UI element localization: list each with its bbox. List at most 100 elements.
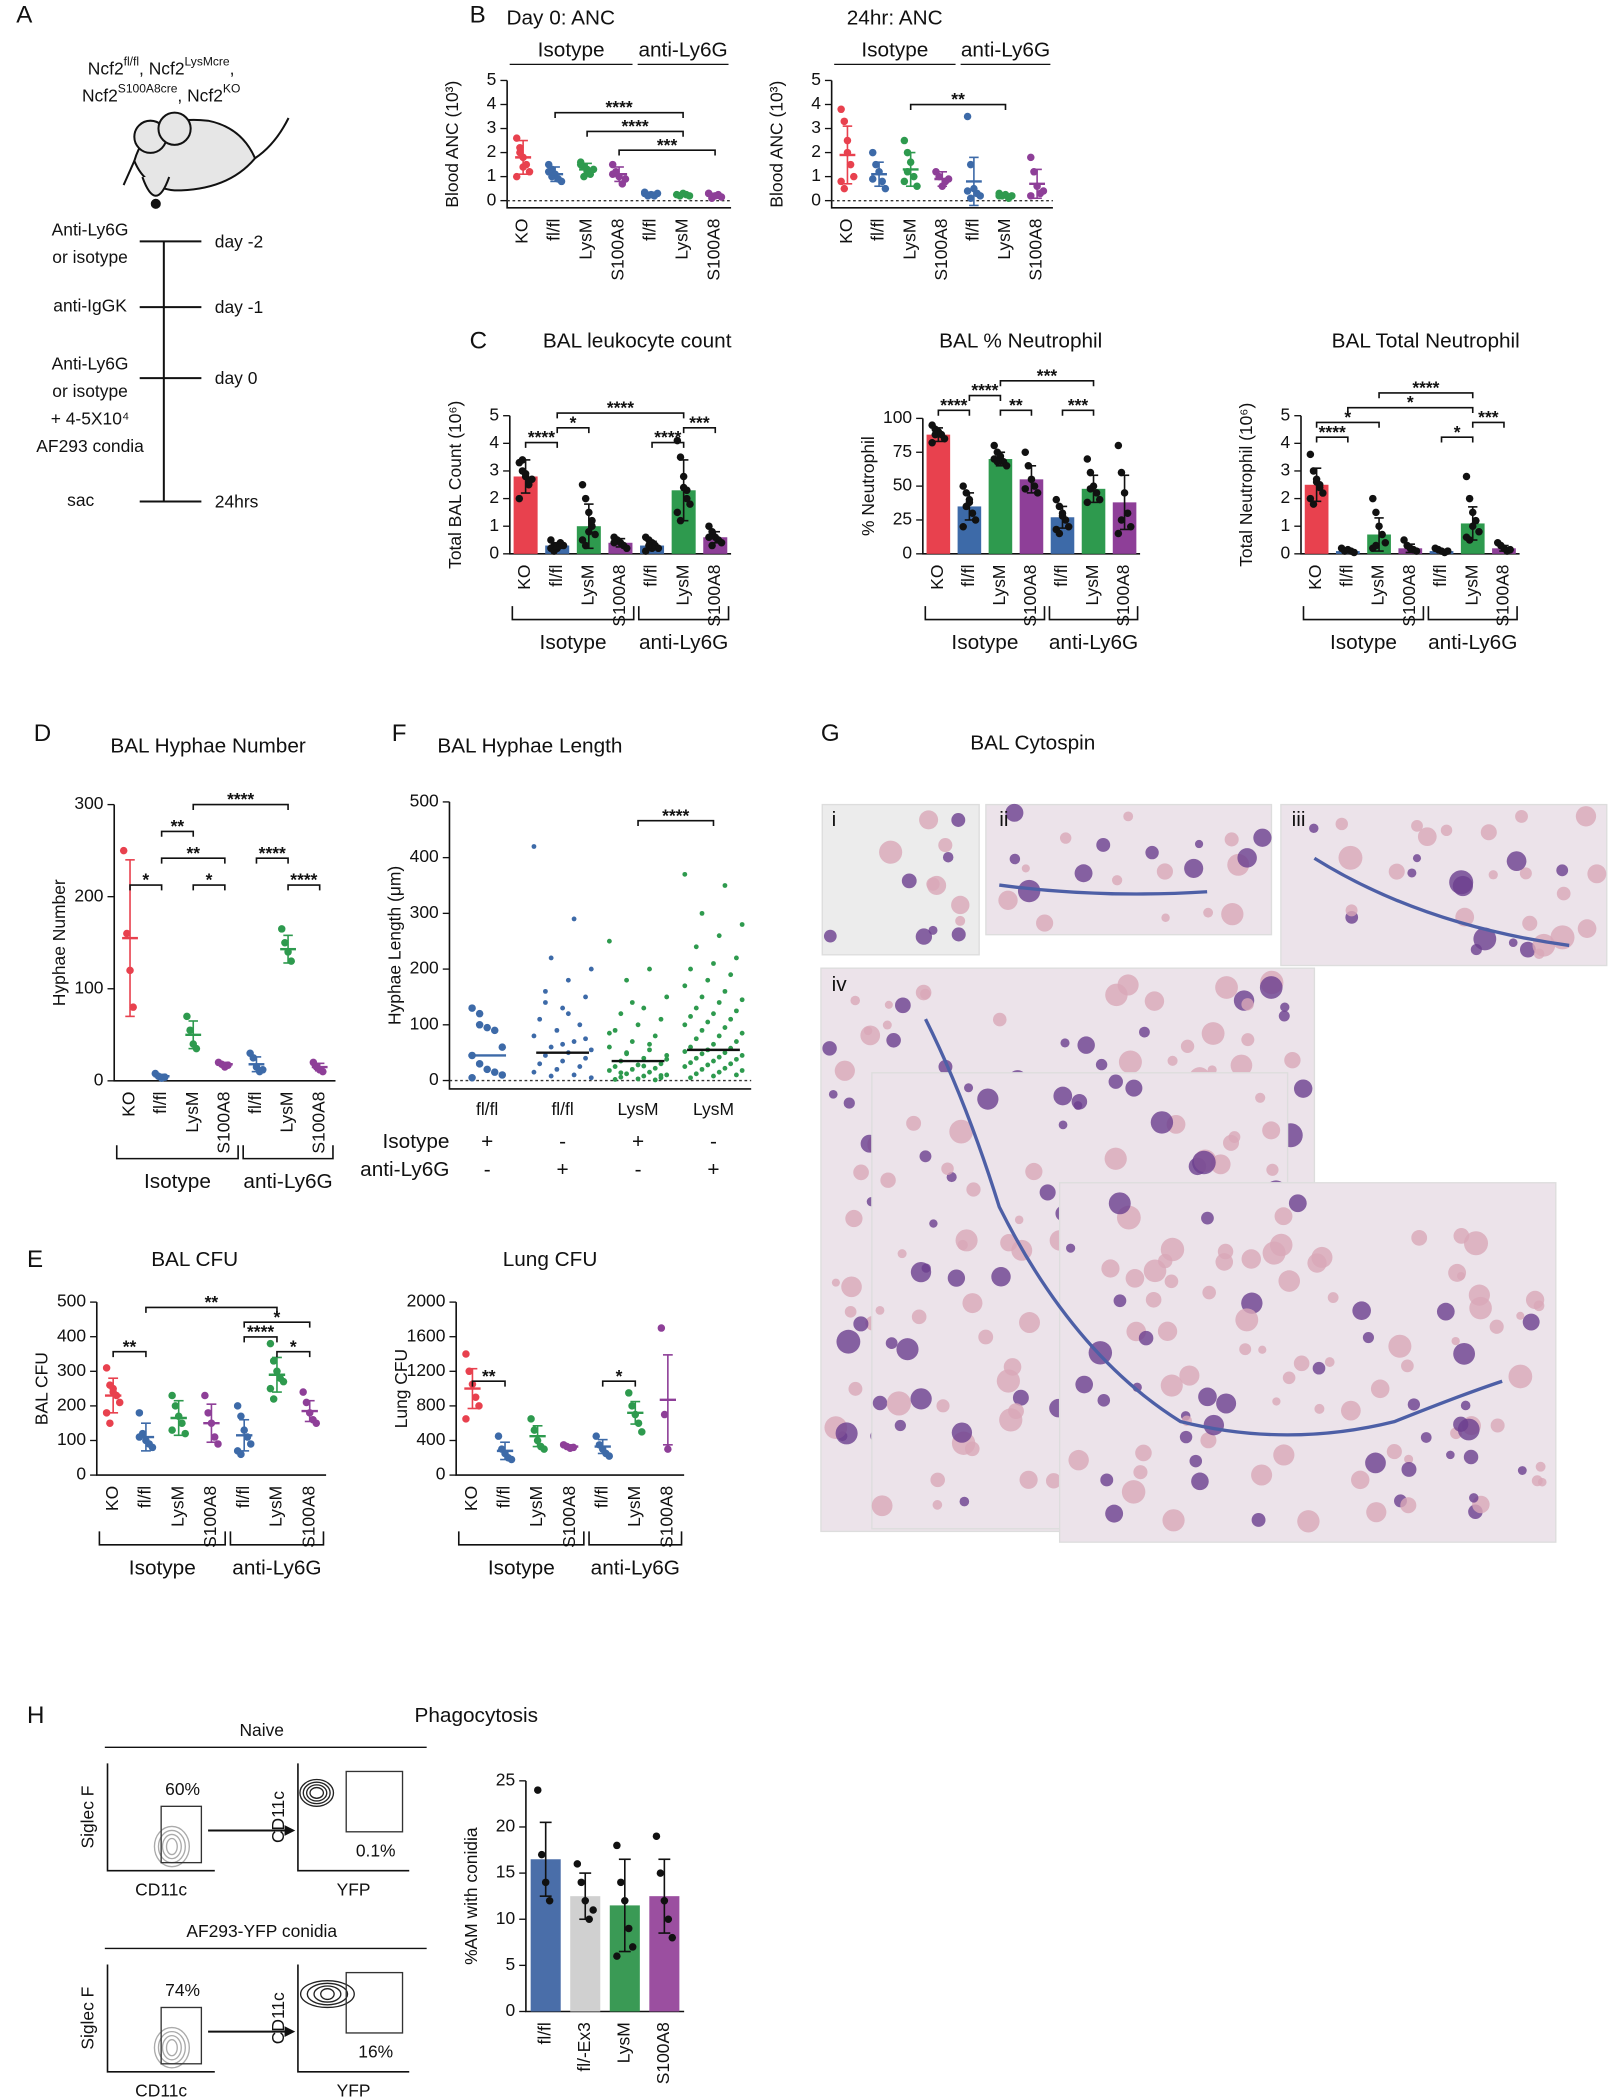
y-tick-label: 1: [1281, 515, 1291, 535]
cell: [1314, 1403, 1325, 1414]
y-axis-label: Blood ANC (10³): [767, 81, 787, 208]
data-point: [1444, 547, 1452, 555]
cell: [1118, 1050, 1142, 1074]
cell: [845, 1209, 863, 1228]
genotype-line: Ncf2fl/fl, Ncf2LysMcre,: [88, 55, 235, 78]
x-tick-label: LysM: [618, 1099, 659, 1119]
condition-value: -: [559, 1130, 566, 1153]
group-label: anti-Ly6G: [1428, 631, 1517, 654]
cell: [1224, 832, 1239, 847]
x-tick-label: S100A8: [704, 219, 724, 281]
y-tick-label: 400: [410, 846, 439, 866]
axis-line: [95, 1302, 327, 1476]
data-point: [1127, 522, 1135, 531]
step-label: or isotype: [52, 381, 128, 401]
contour: [299, 1979, 355, 2009]
sig-label: ****: [1319, 422, 1346, 442]
y-tick-label: 0: [429, 1069, 439, 1089]
data-point: [266, 1384, 275, 1393]
cell: [1025, 1162, 1043, 1181]
data-point: [1309, 467, 1318, 475]
y-tick-label: 5: [487, 69, 497, 89]
sig-label: ****: [606, 97, 633, 117]
x-tick-label: S100A8: [1113, 565, 1133, 627]
flow-ylabel: Siglec F: [77, 1987, 97, 2050]
contour: [302, 1781, 331, 1805]
cell: [1293, 1355, 1310, 1372]
cell: [955, 915, 966, 926]
data-point: [699, 1051, 705, 1057]
y-tick-label: 0: [811, 189, 821, 209]
y-tick-label: 3: [487, 117, 497, 137]
cell: [1145, 845, 1159, 860]
data-point: [688, 1044, 693, 1050]
data-point: [682, 1049, 688, 1054]
cell: [1280, 1002, 1290, 1012]
cell: [1192, 1150, 1216, 1175]
data-point: [588, 522, 596, 530]
x-tick-label: S100A8: [213, 1092, 233, 1154]
data-point: [664, 1915, 673, 1923]
cell: [834, 1060, 855, 1081]
y-tick-label: 4: [811, 93, 821, 113]
cell: [1470, 944, 1482, 956]
sig-bracket: [145, 1306, 278, 1313]
data-point: [699, 910, 705, 916]
cell: [871, 1495, 893, 1517]
group-line: [229, 1531, 325, 1546]
bar: [1019, 479, 1044, 554]
data-point: [606, 1068, 612, 1073]
data-point: [525, 478, 533, 486]
data-point: [846, 160, 855, 169]
data-point: [530, 1426, 539, 1434]
x-tick-label: fl/fl: [958, 565, 978, 587]
cell: [1075, 1375, 1093, 1394]
x-tick-label: LysM: [266, 1486, 286, 1527]
cell: [1388, 863, 1405, 880]
data-point: [900, 177, 909, 186]
y-tick-label: 0: [436, 1464, 446, 1484]
sig-label: ****: [940, 395, 967, 415]
data-point: [237, 1450, 245, 1459]
data-point: [266, 1339, 275, 1348]
x-tick-label: fl/fl: [135, 1486, 155, 1508]
cell: [1370, 1379, 1390, 1399]
cell: [841, 1276, 862, 1298]
sig-label: ***: [657, 135, 678, 155]
x-tick-label: fl/fl: [245, 1092, 265, 1114]
cell: [872, 1395, 888, 1411]
cell: [894, 1419, 906, 1432]
x-tick-label: fl/fl: [868, 219, 888, 241]
sig-label: ****: [247, 1322, 274, 1342]
x-tick-label: fl/fl: [1051, 565, 1071, 587]
cell: [1066, 1243, 1076, 1253]
cell: [938, 838, 953, 853]
x-tick-label: S100A8: [1493, 565, 1513, 627]
x-tick-label: S100A8: [559, 1486, 579, 1548]
data-point: [739, 1053, 745, 1058]
y-axis-label: Hyphae Length (μm): [384, 866, 404, 1025]
cell: [1587, 864, 1607, 884]
cell: [1463, 1449, 1479, 1465]
data-point: [565, 977, 571, 983]
cell: [936, 1399, 950, 1413]
y-axis-label: Total BAL Count (10⁶): [445, 401, 465, 569]
data-point: [688, 1060, 693, 1066]
cell: [978, 1329, 994, 1345]
sig-label: ****: [290, 870, 317, 890]
data-point: [618, 1074, 624, 1080]
data-point: [548, 1073, 554, 1079]
data-point: [728, 1061, 734, 1067]
cell: [1194, 839, 1204, 849]
sig-label: *: [1344, 407, 1351, 427]
x-tick-label: LysM: [277, 1092, 297, 1133]
data-point: [688, 1014, 693, 1019]
data-point: [705, 1019, 711, 1025]
cell: [1111, 875, 1123, 886]
sig-bracket: [112, 1350, 147, 1358]
data-point: [673, 508, 682, 517]
cell: [1108, 1192, 1131, 1215]
axis-line: [448, 801, 752, 1090]
cell: [1522, 1313, 1540, 1331]
cell: [1386, 1444, 1402, 1460]
